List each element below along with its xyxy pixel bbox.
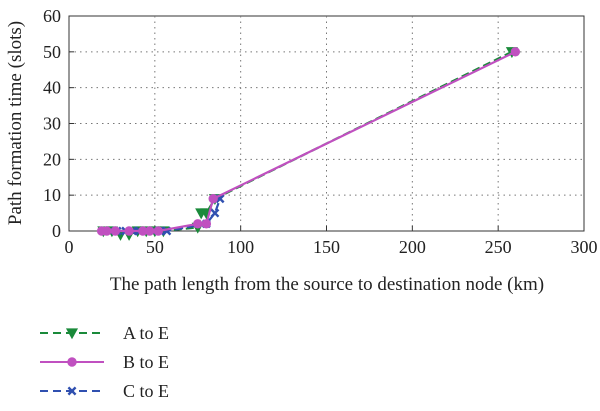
legend-label: B to E <box>123 352 169 372</box>
x-tick-label: 300 <box>571 237 598 257</box>
y-tick-label: 20 <box>43 149 61 169</box>
x-tick-label: 150 <box>313 237 340 257</box>
y-tick-label: 10 <box>43 185 61 205</box>
legend-marker <box>67 357 77 367</box>
data-point <box>193 219 203 229</box>
legend-item: B to E <box>40 352 169 372</box>
series-2 <box>96 47 521 236</box>
data-point <box>201 219 212 229</box>
y-tick-label: 0 <box>52 221 61 241</box>
legend-marker <box>65 328 79 340</box>
data-point <box>153 226 163 236</box>
legend-label: C to E <box>123 381 169 401</box>
x-tick-label: 100 <box>227 237 254 257</box>
grid-layer <box>69 16 584 231</box>
x-tick-label: 250 <box>485 237 512 257</box>
x-tick-label: 200 <box>399 237 426 257</box>
data-point <box>208 194 218 204</box>
x-tick-label: 50 <box>146 237 164 257</box>
y-tick-label: 40 <box>43 78 61 98</box>
legend-item: C to E <box>40 381 169 401</box>
data-point <box>210 208 220 218</box>
y-axis-label: Path formation time (slots) <box>5 21 26 225</box>
data-point <box>124 226 134 236</box>
data-point <box>144 226 155 236</box>
data-point <box>110 226 121 236</box>
ticks-layer: 0 50 100 150 200 250 300 0 10 20 30 40 50 60 <box>43 6 598 257</box>
legend-marker <box>67 386 77 396</box>
legend: A to E B to E C to E <box>40 323 169 401</box>
data-point <box>510 47 521 57</box>
x-tick-label: 0 <box>65 237 74 257</box>
x-axis-label: The path length from the source to desti… <box>110 274 544 295</box>
data-point <box>102 226 112 236</box>
y-tick-label: 50 <box>43 42 61 62</box>
y-tick-label: 60 <box>43 6 61 26</box>
legend-label: A to E <box>123 323 169 343</box>
legend-item: A to E <box>40 323 169 343</box>
series-layer <box>96 47 521 241</box>
y-tick-label: 30 <box>43 114 61 134</box>
